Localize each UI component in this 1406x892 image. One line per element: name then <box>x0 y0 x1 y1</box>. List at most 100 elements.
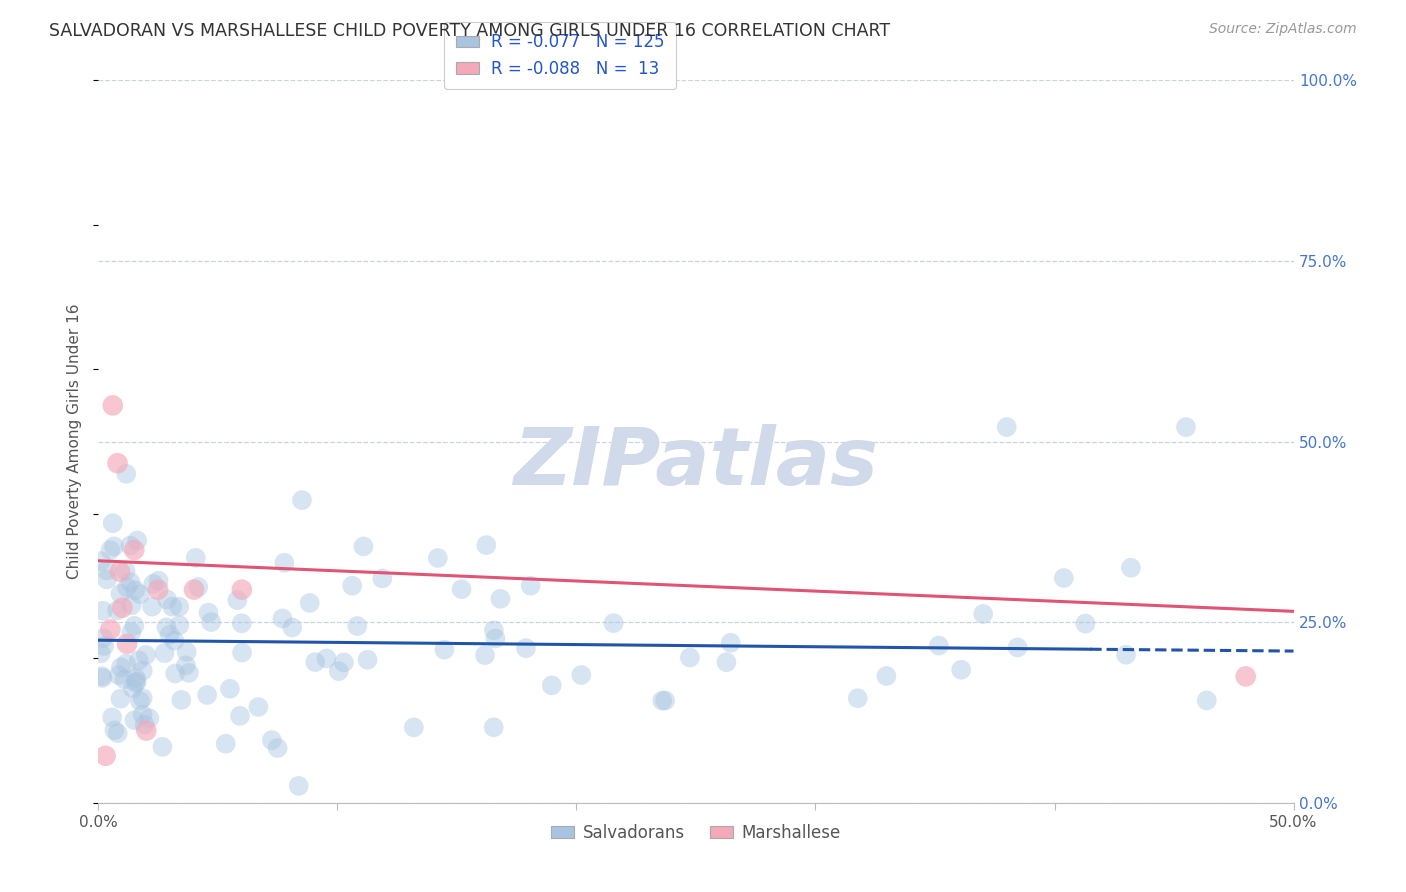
Point <box>153 646 176 660</box>
Point <box>519 579 541 593</box>
Point <box>110 691 132 706</box>
Point <box>200 615 222 629</box>
Point <box>110 587 132 601</box>
Point <box>197 606 219 620</box>
Point <box>124 542 146 557</box>
Point <box>96 563 118 577</box>
Point <box>195 688 218 702</box>
Point <box>231 616 253 631</box>
Point <box>107 726 129 740</box>
Point <box>152 739 174 754</box>
Point <box>110 660 132 674</box>
Point <box>333 656 356 670</box>
Point <box>1195 693 1218 707</box>
Point <box>176 645 198 659</box>
Point <box>131 691 153 706</box>
Point <box>426 551 449 566</box>
Point <box>271 611 294 625</box>
Point <box>281 620 304 634</box>
Point <box>846 691 869 706</box>
Point <box>115 657 138 671</box>
Point <box>475 538 498 552</box>
Point <box>135 648 157 662</box>
Point <box>972 607 994 621</box>
Point <box>107 668 129 682</box>
Point <box>298 596 321 610</box>
Point <box>108 565 131 579</box>
Point <box>124 675 146 690</box>
Point <box>679 650 702 665</box>
Point <box>875 669 897 683</box>
Point <box>219 681 242 696</box>
Point <box>90 646 112 660</box>
Point <box>131 707 153 722</box>
Point <box>484 632 506 646</box>
Point <box>304 655 326 669</box>
Point <box>1234 669 1257 683</box>
Point <box>105 603 128 617</box>
Point <box>229 709 252 723</box>
Point <box>98 543 121 558</box>
Text: SALVADORAN VS MARSHALLESE CHILD POVERTY AMONG GIRLS UNDER 16 CORRELATION CHART: SALVADORAN VS MARSHALLESE CHILD POVERTY … <box>49 22 890 40</box>
Point <box>433 642 456 657</box>
Point <box>96 572 118 586</box>
Point <box>291 493 314 508</box>
Point <box>169 618 191 632</box>
Point <box>103 540 125 554</box>
Point <box>91 631 114 645</box>
Point <box>107 456 129 470</box>
Point <box>114 673 136 687</box>
Point <box>371 571 394 585</box>
Point <box>120 625 142 640</box>
Text: ZIPatlas: ZIPatlas <box>513 425 879 502</box>
Point <box>342 579 364 593</box>
Point <box>287 779 309 793</box>
Point <box>1175 420 1198 434</box>
Point <box>482 720 505 734</box>
Point <box>489 591 512 606</box>
Point <box>174 658 197 673</box>
Point <box>482 624 505 638</box>
Y-axis label: Child Poverty Among Girls Under 16: Child Poverty Among Girls Under 16 <box>67 304 83 579</box>
Point <box>162 599 184 614</box>
Point <box>90 554 112 568</box>
Point <box>247 700 270 714</box>
Point <box>602 616 624 631</box>
Point <box>115 467 138 481</box>
Point <box>124 583 146 598</box>
Point <box>260 733 283 747</box>
Point <box>159 628 181 642</box>
Point <box>120 539 142 553</box>
Point <box>148 574 170 588</box>
Point <box>91 671 114 685</box>
Point <box>120 575 142 590</box>
Point <box>266 741 288 756</box>
Point <box>450 582 472 597</box>
Point <box>352 540 374 554</box>
Point <box>231 646 253 660</box>
Point <box>98 623 122 637</box>
Point <box>716 655 738 669</box>
Point <box>402 720 425 734</box>
Point <box>1007 640 1029 655</box>
Point <box>129 587 152 601</box>
Point <box>135 723 157 738</box>
Point <box>569 668 592 682</box>
Point <box>125 674 148 689</box>
Point <box>226 593 249 607</box>
Point <box>273 556 295 570</box>
Point <box>231 582 253 597</box>
Point <box>127 533 149 548</box>
Point <box>121 598 143 612</box>
Point <box>122 681 145 696</box>
Point <box>540 678 562 692</box>
Point <box>101 398 124 412</box>
Point <box>928 639 950 653</box>
Point <box>474 648 496 662</box>
Point <box>125 671 148 685</box>
Point <box>101 516 124 530</box>
Point <box>103 723 125 738</box>
Point <box>1053 571 1076 585</box>
Point <box>90 669 112 683</box>
Point <box>165 666 187 681</box>
